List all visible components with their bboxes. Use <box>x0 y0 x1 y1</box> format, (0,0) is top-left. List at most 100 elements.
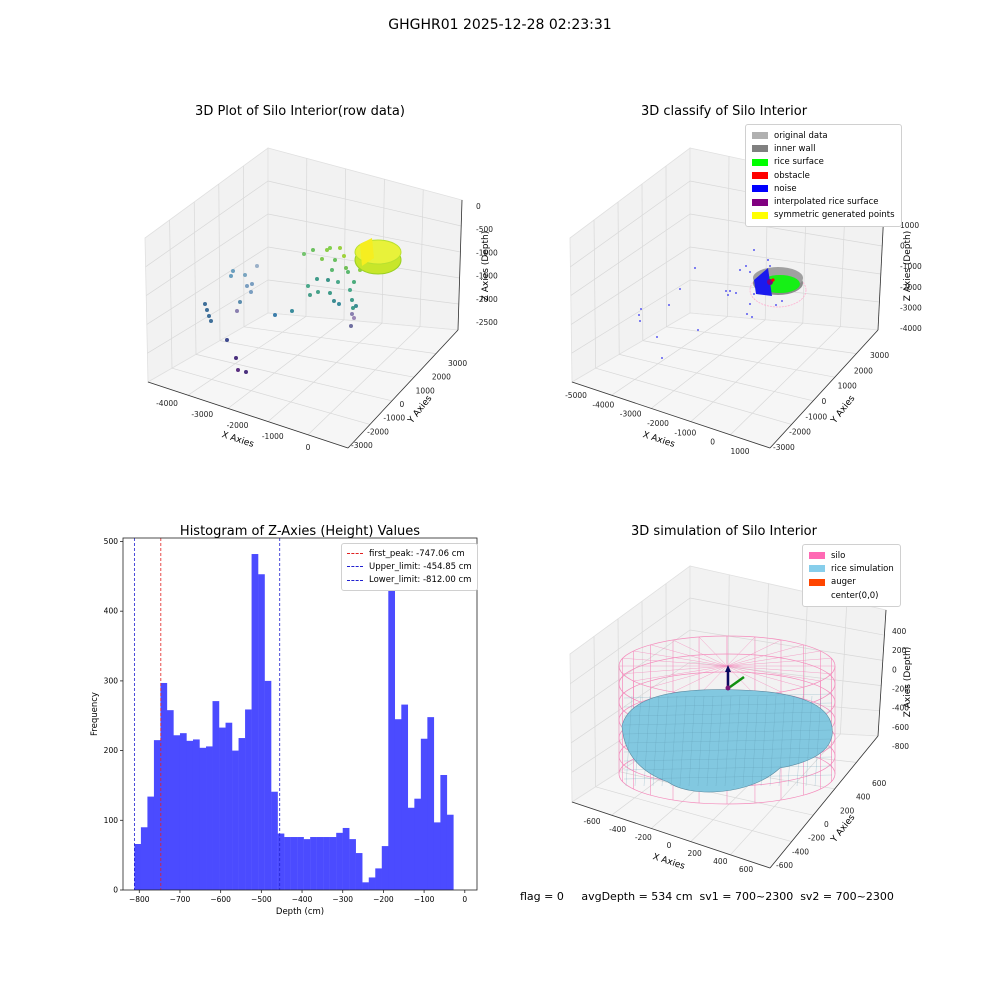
raw-data-point <box>234 356 238 360</box>
raw-y-tick-label: 2000 <box>432 373 451 382</box>
histogram-legend-line <box>347 553 363 555</box>
simulation-x-tick-label: -400 <box>609 825 626 834</box>
classify-noise-point <box>679 288 681 290</box>
classify-legend-item: rice surface <box>752 156 895 169</box>
classify-legend-label: symmetric generated points <box>774 210 895 221</box>
simulation-silo-wire-roof <box>633 665 728 682</box>
histogram-x-axis-label: Depth (cm) <box>276 907 324 917</box>
raw-data-point <box>238 300 242 304</box>
histogram-bar <box>232 750 239 890</box>
simulation-gridline <box>689 597 885 636</box>
simulation-x-axis-label: X Axies <box>651 852 686 872</box>
simulation-rice-mesh <box>623 738 833 744</box>
raw-x-tick-label: -2000 <box>227 421 249 430</box>
simulation-silo-wire-roof <box>726 665 782 693</box>
histogram-bar <box>446 814 454 890</box>
classify-legend-swatch <box>752 158 768 166</box>
classify-gridline <box>595 367 792 425</box>
simulation-legend-swatch <box>809 592 825 599</box>
simulation-rice-mesh <box>625 695 633 787</box>
histogram-bar <box>186 740 194 890</box>
simulation-gridline <box>595 786 792 842</box>
classify-z-tick-label: -1000 <box>900 262 922 271</box>
classify-gridline <box>593 219 596 369</box>
raw-data-point <box>346 270 350 274</box>
histogram-y-axis-label: Frequency <box>90 692 100 736</box>
classify-x-tick-label: -1000 <box>674 428 696 437</box>
histogram-bar <box>297 837 304 890</box>
classify-gridline <box>617 201 620 355</box>
simulation-rice-mesh <box>679 695 687 787</box>
simulation-rice-mesh <box>670 695 678 787</box>
classify-legend-item: original data <box>752 129 895 142</box>
simulation-rice-mesh <box>742 695 750 787</box>
classify-noise-point <box>638 314 640 316</box>
histogram-chart: −800 −700 −600 −500 −400 −300 −200 −100 0 0 100 200… <box>90 537 478 917</box>
simulation-z-tick-label: -600 <box>892 723 909 732</box>
classify-x-tick-label: -4000 <box>592 400 614 409</box>
histogram-y-tick-label: 500 <box>104 537 119 546</box>
classify-plot-title: 3D classify of Silo Interior <box>640 104 808 119</box>
simulation-rice-surface <box>621 689 833 793</box>
histogram-x-tick-label: −200 <box>373 895 394 904</box>
histogram-bar <box>368 877 376 890</box>
raw-data-point <box>249 290 253 294</box>
classify-legend-item: obstacle <box>752 169 895 182</box>
classify-noise-point <box>751 316 753 318</box>
classify-noise-point <box>753 293 755 295</box>
raw-data-point <box>350 312 354 316</box>
simulation-y-tick-label: 400 <box>856 793 871 802</box>
histogram-bar <box>199 747 207 890</box>
simulation-legend-label: silo <box>831 550 846 561</box>
raw-gridline <box>193 201 197 355</box>
raw-y-tick-label: 0 <box>400 400 405 409</box>
raw-gridline <box>243 165 245 327</box>
simulation-rice-mesh <box>623 756 833 762</box>
classify-noise-point <box>775 304 777 306</box>
classify-z-axis-label: Z Axies (Depth) <box>903 231 913 302</box>
simulation-silo-wire-roof <box>698 636 728 667</box>
histogram-bar <box>381 846 389 890</box>
histogram-bar <box>316 837 324 890</box>
simulation-gridline <box>840 601 848 735</box>
simulation-rice-mesh <box>715 695 723 787</box>
raw-y-tick-label: 3000 <box>448 359 467 368</box>
histogram-bar <box>362 882 369 890</box>
histogram-x-tick-label: −400 <box>292 895 313 904</box>
classify-noise-point <box>729 290 731 292</box>
simulation-z-tick-label: -400 <box>892 704 909 713</box>
histogram-bar <box>212 701 220 890</box>
raw-data-point <box>328 246 332 250</box>
simulation-y-tick-label: 0 <box>824 820 829 829</box>
simulation-x-axis-line <box>571 801 771 869</box>
raw-data-point <box>306 284 310 288</box>
classify-gridline <box>619 354 814 402</box>
raw-y-tick-label: -1000 <box>383 414 405 423</box>
histogram-x-tick-label: −100 <box>414 895 435 904</box>
classify-gridline <box>611 316 728 396</box>
histogram-bar <box>323 837 330 890</box>
simulation-legend-item: silo <box>809 549 894 562</box>
raw-z-tick-label: 0 <box>476 202 481 211</box>
raw-gridline <box>171 367 371 425</box>
classify-noise-point <box>767 259 769 261</box>
raw-pane-back-right <box>267 147 463 331</box>
raw-silo-face <box>360 238 374 266</box>
raw-gridline <box>419 189 424 327</box>
classify-noise-point <box>727 294 729 296</box>
classify-y-tick-label: -1000 <box>805 412 827 421</box>
classify-gridline <box>571 279 691 354</box>
classify-noise-point <box>735 292 737 294</box>
classify-x-tick-label: -5000 <box>565 391 587 400</box>
histogram-bar <box>407 807 415 890</box>
classify-gridline <box>570 180 691 268</box>
raw-y-axis-label: Y Axies <box>406 394 435 427</box>
simulation-rice-mesh <box>634 695 642 787</box>
simulation-x-tick-label: -200 <box>635 833 652 842</box>
histogram-bar <box>192 739 200 890</box>
simulation-z-tick-label: -800 <box>892 742 909 751</box>
raw-data-point <box>354 304 358 308</box>
histogram-bar <box>284 837 291 890</box>
histogram-y-tick-label: 300 <box>104 676 119 685</box>
histogram-bar <box>310 837 317 890</box>
